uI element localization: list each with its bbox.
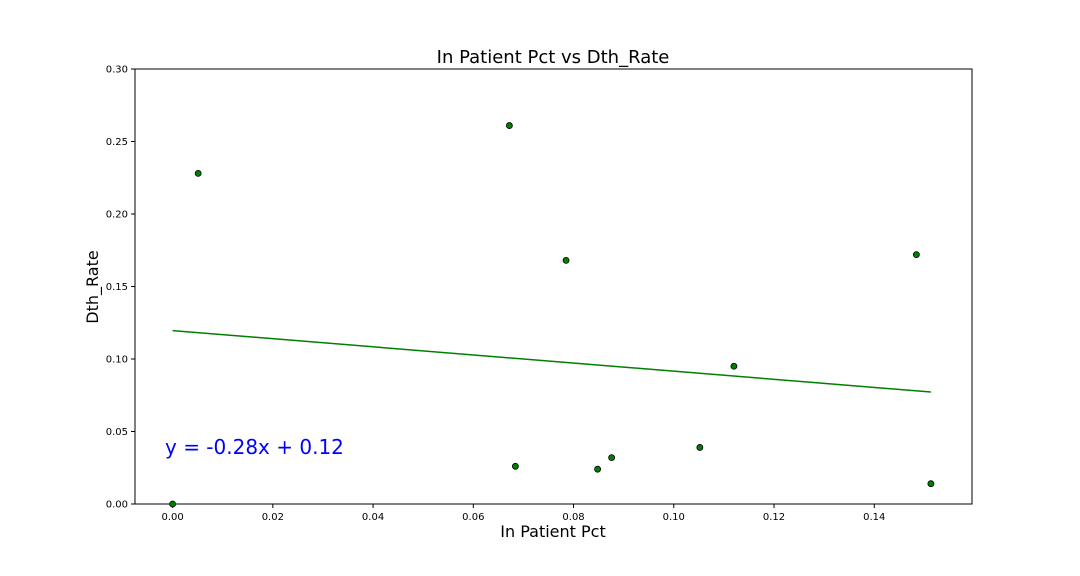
x-tick-label: 0.00 [161, 512, 183, 523]
data-point [594, 465, 602, 473]
y-tick-label: 0.10 [106, 355, 128, 366]
data-point [194, 169, 202, 177]
plot-area [134, 68, 973, 505]
x-tick-label: 0.14 [863, 512, 885, 523]
y-tick-label: 0.25 [106, 137, 128, 148]
data-point [562, 256, 570, 264]
data-point [512, 462, 519, 470]
chart-title: In Patient Pct vs Dth_Rate [437, 47, 670, 68]
x-tick-label: 0.04 [362, 512, 384, 523]
data-points [169, 122, 935, 508]
x-tick-label: 0.06 [462, 512, 484, 523]
data-point [730, 362, 738, 370]
y-tick-label: 0.15 [106, 282, 128, 293]
trendline [172, 329, 931, 393]
data-point [927, 480, 935, 488]
x-axis-title: In Patient Pct [500, 522, 605, 541]
y-tick-label: 0.00 [106, 500, 128, 511]
y-axis-title: Dth_Rate [83, 250, 103, 323]
x-tick-label: 0.02 [262, 512, 284, 523]
y-tick-label: 0.30 [106, 65, 128, 76]
x-tick-label: 0.08 [562, 512, 584, 523]
y-axis-ticks: 0.00 0.05 0.10 0.15 0.20 0.25 0.30 [106, 65, 135, 511]
data-point [169, 500, 176, 508]
regression-equation: y = -0.28x + 0.12 [165, 435, 344, 459]
trendline-group [172, 329, 931, 393]
data-point [608, 454, 616, 462]
y-tick-label: 0.05 [106, 427, 128, 438]
x-axis-ticks: 0.00 0.02 0.04 0.06 0.08 0.10 0.12 0.14 [161, 504, 885, 523]
x-tick-label: 0.12 [763, 512, 785, 523]
data-point [505, 122, 513, 129]
x-tick-label: 0.10 [663, 512, 685, 523]
data-point [696, 444, 704, 451]
y-tick-label: 0.20 [106, 210, 128, 221]
data-point [912, 251, 920, 259]
